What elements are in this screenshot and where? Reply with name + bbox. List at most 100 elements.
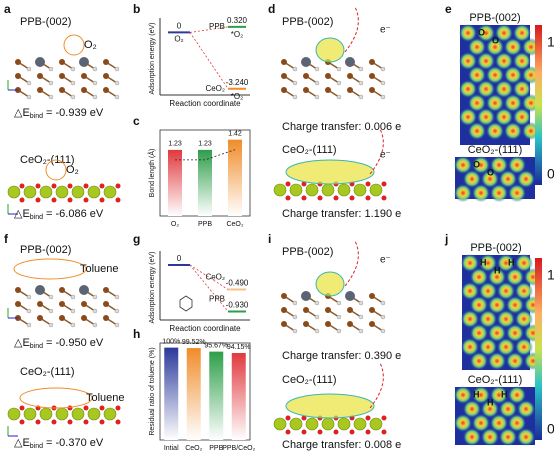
- atom: [281, 59, 287, 65]
- density-blob: [517, 428, 535, 446]
- density-blob: [506, 352, 524, 370]
- atom: [103, 87, 109, 93]
- atom: [381, 195, 387, 201]
- atom: [103, 407, 117, 421]
- adsorbate-label: Toluene: [80, 263, 119, 275]
- atom: [358, 300, 364, 306]
- atom: [67, 197, 73, 203]
- atom: [358, 80, 364, 86]
- atom: [325, 87, 331, 93]
- subscript: bind: [30, 113, 43, 120]
- density-blob: [495, 80, 513, 98]
- density-blob: [508, 414, 526, 432]
- charge-density: [315, 37, 345, 63]
- atom: [103, 287, 109, 293]
- atom: [92, 80, 98, 86]
- atom: [325, 73, 331, 79]
- atom-label: H: [487, 397, 494, 407]
- atom: [333, 195, 339, 201]
- atom: [48, 94, 54, 100]
- atom: [273, 183, 287, 197]
- atom: [15, 59, 21, 65]
- panel-letter: f: [4, 232, 9, 246]
- connector: [189, 32, 229, 89]
- atom: [55, 407, 69, 421]
- atom: [345, 57, 355, 67]
- atom: [70, 294, 76, 300]
- subscript: bind: [30, 343, 43, 350]
- atom: [336, 94, 342, 100]
- charge-density: [285, 159, 375, 185]
- structure-drawing: [281, 57, 386, 100]
- state-label: *O₂: [231, 92, 243, 101]
- subscript: bind: [30, 214, 43, 221]
- transfer-arrow: [369, 362, 384, 409]
- atom: [79, 285, 89, 295]
- atom: [70, 322, 76, 328]
- adsorbate-ring: [13, 258, 87, 280]
- density-blob: [454, 156, 472, 174]
- atom: [281, 321, 287, 327]
- atom: [336, 328, 342, 334]
- atom: [336, 300, 342, 306]
- density-blob: [477, 52, 495, 70]
- panel-letter: g: [133, 232, 140, 246]
- atom: [333, 429, 339, 435]
- density-blob: [490, 414, 508, 432]
- atom: [23, 185, 37, 199]
- atom: [337, 417, 351, 431]
- electron-label: e⁻: [380, 150, 391, 161]
- value-label: 0.320: [227, 16, 248, 25]
- atom: [103, 59, 109, 65]
- density-blob: [479, 310, 497, 328]
- atom: [92, 308, 98, 314]
- density-blob: [454, 184, 472, 202]
- density-blob: [486, 38, 504, 56]
- density-blob: [488, 268, 506, 286]
- atom: [369, 73, 375, 79]
- density-blob: [495, 52, 513, 70]
- atom: [59, 301, 65, 307]
- density-blob: [479, 338, 497, 356]
- atom: [81, 73, 87, 79]
- structure-title: PPB-(002): [282, 16, 333, 28]
- adsorbate-label: Toluene: [86, 392, 125, 404]
- atom-label: O: [487, 167, 494, 177]
- atom: [26, 308, 32, 314]
- subscript: bind: [30, 443, 43, 450]
- bar: [198, 149, 212, 216]
- density-blob: [472, 184, 490, 202]
- energy: = -0.370 eV: [46, 437, 104, 449]
- atom: [26, 94, 32, 100]
- density-blob: [513, 80, 531, 98]
- atom: [99, 183, 105, 189]
- atom: [7, 407, 21, 421]
- atom: [103, 73, 109, 79]
- atom: [70, 308, 76, 314]
- atom: [114, 66, 120, 72]
- density-blob: [488, 296, 506, 314]
- atom: [48, 308, 54, 314]
- delta: △E: [14, 107, 30, 119]
- structure-title: CeO₂-(111): [282, 374, 337, 386]
- atom: [281, 73, 287, 79]
- atom: [115, 183, 121, 189]
- atom: [103, 315, 109, 321]
- atom: [115, 419, 121, 425]
- atom: [365, 415, 371, 421]
- charge-transfer: Charge transfer: 1.190 e: [282, 208, 401, 220]
- atom: [19, 183, 25, 189]
- atom: [48, 80, 54, 86]
- atom: [321, 417, 335, 431]
- colorbar-label: 1: [547, 34, 554, 50]
- panel-letter: i: [268, 232, 271, 246]
- atom: [369, 417, 383, 431]
- atom: [314, 94, 320, 100]
- density-blob: [470, 268, 488, 286]
- atom: [59, 59, 65, 65]
- x-tick-label: PPB: [198, 221, 212, 228]
- density-blob: [517, 400, 535, 418]
- atom: [349, 195, 355, 201]
- adsorbate-ring: [45, 159, 67, 181]
- structure-drawing: [273, 181, 387, 201]
